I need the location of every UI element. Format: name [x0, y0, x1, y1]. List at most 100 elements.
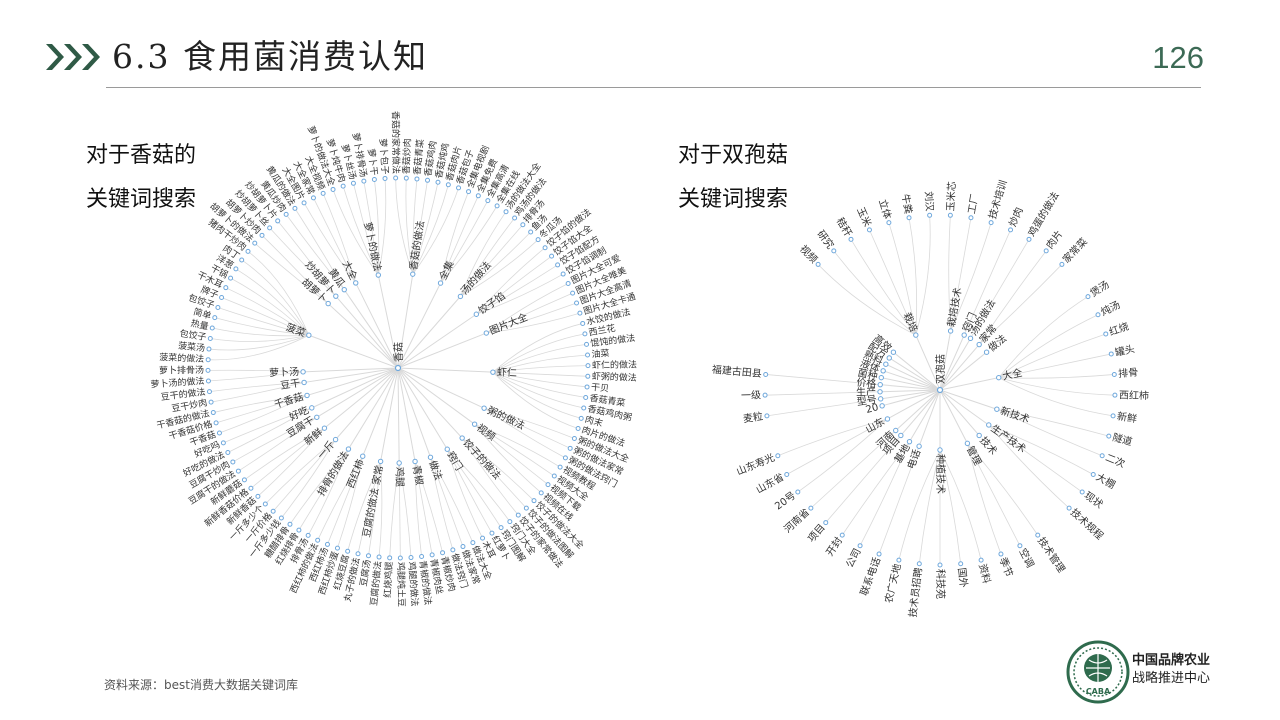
branch-node: [976, 432, 982, 439]
leaf-node: [287, 521, 293, 527]
tree-link: [978, 264, 1063, 345]
branch-node: [964, 440, 971, 447]
tree-link: [461, 437, 535, 501]
branch-label: 虾仁: [497, 365, 518, 379]
tree-link: [998, 314, 1099, 378]
tree-link: [998, 374, 1115, 379]
leaf-node: [1099, 453, 1105, 459]
leaf-node: [560, 271, 566, 277]
tree-link: [254, 242, 329, 304]
leaf-label: 虾粥的做法: [592, 370, 637, 384]
leaf-node: [245, 248, 251, 254]
leaf-node: [340, 183, 346, 189]
leaf-node: [876, 551, 882, 557]
leaf-node: [978, 557, 984, 563]
leaf-node: [557, 464, 563, 470]
leaf-node: [397, 555, 403, 561]
leaf-node: [958, 561, 964, 567]
branch-node: [877, 381, 883, 388]
branch-node: [986, 422, 992, 428]
tree-link: [998, 353, 1112, 379]
leaf-node: [292, 205, 298, 211]
branch-label: 栽培: [901, 310, 921, 334]
leaf-label: 研究: [814, 228, 836, 252]
branch-node: [377, 458, 384, 465]
leaf-node: [585, 373, 591, 379]
leaf-label: 公司: [845, 547, 864, 570]
tree-link: [483, 407, 571, 449]
leaf-node: [425, 177, 431, 183]
branch-label: 豆干: [279, 377, 301, 392]
leaf-label: 西红柿: [1119, 388, 1149, 402]
tree-link: [250, 427, 325, 489]
tree-link: [474, 423, 542, 494]
branch-label: 20: [865, 402, 880, 416]
leaf-label: 牛粪: [899, 193, 915, 215]
tree-link: [347, 461, 381, 552]
tree-link: [238, 416, 318, 472]
leaf-node: [371, 176, 377, 182]
leaf-node: [301, 200, 307, 206]
leaf-label: 秸秆: [834, 215, 855, 239]
leaf-node: [1095, 312, 1101, 318]
leaf-node: [252, 240, 258, 246]
leaf-node: [267, 225, 273, 231]
leaf-label: 资料: [976, 562, 993, 584]
shuangbaogu-keyword-tree: 双孢菇栽培技术窍门汤的做法家常做法大全新技术生产技术技术管理种植技术电话基地项目…: [711, 179, 1149, 619]
leaf-node: [795, 489, 801, 495]
leaf-node: [582, 331, 588, 337]
tree-link: [227, 407, 312, 453]
tree-link: [353, 183, 379, 276]
branch-node: [967, 335, 974, 342]
tree-link: [765, 391, 881, 396]
org-name-line1: 中国品牌农业: [1132, 653, 1211, 668]
tree-link: [446, 448, 502, 528]
branch-node: [314, 414, 320, 420]
leaf-node: [220, 440, 226, 446]
org-name-line2: 战略推进中心: [1132, 671, 1211, 686]
leaf-node: [235, 468, 241, 474]
leaf-node: [1103, 331, 1109, 337]
tree-link: [225, 287, 310, 336]
tree-link: [486, 283, 569, 334]
leaf-node: [350, 180, 356, 186]
leaf-node: [262, 501, 268, 507]
leaf-node: [475, 193, 481, 199]
tree-link: [311, 367, 399, 409]
leaf-node: [305, 532, 311, 538]
tree-link: [446, 449, 483, 539]
leaf-node: [831, 248, 837, 254]
leaf-label: 福建古田县: [711, 363, 762, 380]
branch-label: 大全: [1001, 366, 1023, 383]
tree-link: [460, 224, 524, 297]
tree-link: [825, 435, 902, 523]
tree-link: [786, 418, 888, 475]
tree-link: [460, 231, 531, 297]
branch-node: [375, 272, 382, 278]
tree-link: [357, 461, 382, 554]
leaf-node: [498, 525, 504, 531]
leaf-label: 空调: [1016, 546, 1037, 570]
leaf-node: [489, 530, 495, 536]
branch-node: [306, 332, 312, 338]
tree-link: [486, 302, 577, 334]
leaf-label: 国外: [955, 567, 969, 588]
branch-label: 菌种: [857, 366, 879, 383]
branch-node: [459, 435, 465, 441]
leaf-label: 干贝: [590, 382, 609, 395]
leaf-node: [248, 485, 254, 491]
tree-link: [313, 197, 357, 284]
leaf-node: [574, 300, 580, 306]
tree-link: [230, 277, 310, 336]
leaf-node: [542, 245, 548, 251]
tree-link: [939, 449, 962, 564]
tree-link: [219, 395, 308, 434]
leaf-label: 立体: [876, 198, 894, 221]
tree-link: [414, 461, 433, 555]
root-label: 双孢菇: [934, 354, 947, 384]
leaf-label: 玉米: [854, 205, 874, 229]
branch-node: [947, 328, 954, 334]
tree-link: [269, 227, 337, 297]
leaf-node: [387, 555, 393, 561]
tree-link: [474, 423, 549, 485]
